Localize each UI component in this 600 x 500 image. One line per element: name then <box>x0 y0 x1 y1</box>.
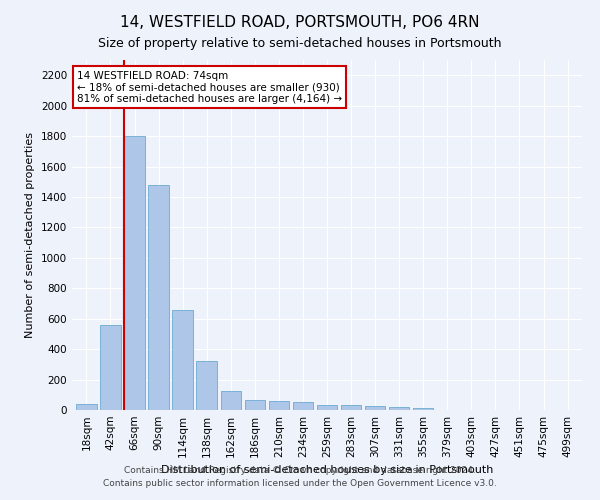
Y-axis label: Number of semi-detached properties: Number of semi-detached properties <box>25 132 35 338</box>
Bar <box>269 401 289 410</box>
X-axis label: Distribution of semi-detached houses by size in Portsmouth: Distribution of semi-detached houses by … <box>161 466 493 475</box>
Bar <box>124 136 145 410</box>
Text: 14, WESTFIELD ROAD, PORTSMOUTH, PO6 4RN: 14, WESTFIELD ROAD, PORTSMOUTH, PO6 4RN <box>120 15 480 30</box>
Bar <box>293 402 313 410</box>
Bar <box>389 407 409 410</box>
Bar <box>172 310 193 410</box>
Bar <box>413 408 433 410</box>
Bar <box>76 404 97 410</box>
Text: Contains HM Land Registry data © Crown copyright and database right 2024.
Contai: Contains HM Land Registry data © Crown c… <box>103 466 497 487</box>
Bar <box>148 185 169 410</box>
Text: Size of property relative to semi-detached houses in Portsmouth: Size of property relative to semi-detach… <box>98 38 502 51</box>
Bar <box>365 406 385 410</box>
Bar <box>341 406 361 410</box>
Text: 14 WESTFIELD ROAD: 74sqm
← 18% of semi-detached houses are smaller (930)
81% of : 14 WESTFIELD ROAD: 74sqm ← 18% of semi-d… <box>77 70 342 104</box>
Bar <box>221 391 241 410</box>
Bar <box>100 325 121 410</box>
Bar <box>196 360 217 410</box>
Bar <box>245 400 265 410</box>
Bar <box>317 404 337 410</box>
